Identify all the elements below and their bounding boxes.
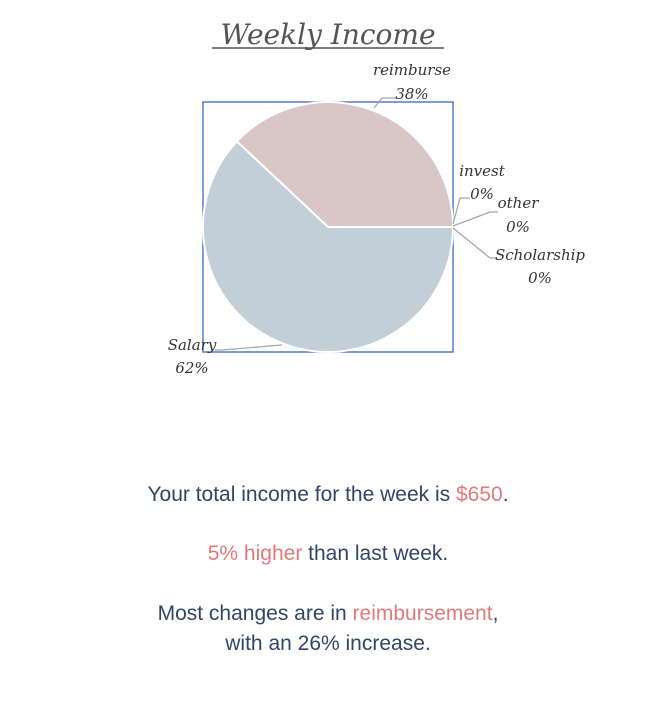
pie-chart: Weekly Income reimburse 38% invest 0% ot… (168, 18, 586, 377)
slice-value-reimburse: 38% (395, 85, 428, 103)
slice-value-scholarship: 0% (528, 269, 552, 287)
pie-slice-salary (202, 140, 455, 353)
leader-scholarship (452, 227, 497, 259)
increase-text: with an 26% increase. (225, 632, 431, 655)
slice-label-invest: invest (459, 162, 506, 180)
leader-reimburse (373, 97, 396, 109)
total-income-statement: Your total income for the week is $650. (0, 480, 656, 510)
increase-statement: with an 26% increase. (0, 629, 656, 659)
total-income-suffix: . (502, 483, 509, 506)
slice-label-reimburse: reimburse (373, 61, 451, 79)
pie-slices (202, 101, 455, 353)
chart-title: Weekly Income (220, 18, 435, 51)
pie-slice-reimburse (235, 101, 455, 228)
week-comparison-statement: 5% higher than last week. (0, 539, 656, 569)
week-change-percent: 5% higher (207, 542, 303, 565)
slice-value-other: 0% (506, 218, 530, 236)
total-income-amount: $650 (456, 483, 503, 506)
leader-salary (215, 344, 283, 351)
changes-suffix: , (492, 602, 499, 625)
week-change-suffix: than last week. (302, 542, 449, 565)
slice-value-salary: 62% (175, 359, 208, 377)
slice-label-scholarship: Scholarship (495, 246, 585, 264)
changes-category: reimbursement (352, 602, 493, 625)
slice-label-salary: Salary (168, 336, 217, 354)
leader-other (452, 211, 498, 227)
total-income-prefix: Your total income for the week is (147, 483, 456, 506)
changes-statement: Most changes are in reimbursement, (0, 599, 656, 629)
slice-value-invest: 0% (470, 185, 494, 203)
leader-invest (452, 197, 470, 225)
leader-lines (215, 97, 498, 351)
slice-label-other: other (498, 194, 540, 212)
changes-prefix: Most changes are in (157, 602, 353, 625)
